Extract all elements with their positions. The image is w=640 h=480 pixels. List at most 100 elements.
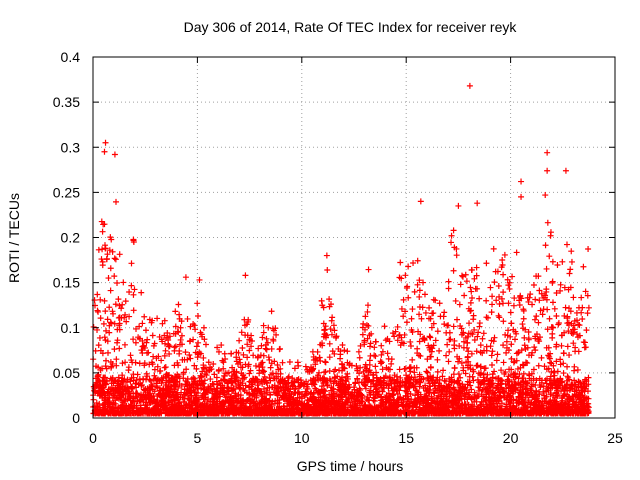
data-point-3263	[482, 365, 489, 372]
data-point-3178	[196, 349, 203, 356]
data-point-4894	[466, 409, 473, 416]
data-point-191	[452, 297, 459, 304]
data-point-3142	[519, 321, 526, 328]
data-point-4540	[236, 408, 243, 415]
data-point-3688	[133, 325, 139, 332]
data-point-4564	[264, 385, 271, 392]
data-point-2153	[396, 332, 403, 339]
data-point-1539	[544, 326, 551, 333]
data-point-3308	[133, 402, 140, 409]
data-point-1936	[571, 367, 578, 374]
data-point-1612	[91, 297, 98, 304]
data-point-2445	[202, 364, 209, 371]
data-point-1958	[407, 338, 414, 345]
data-point-4350	[363, 396, 370, 403]
data-point-780	[366, 343, 373, 350]
data-point-3408	[115, 314, 122, 321]
data-point-4798	[99, 394, 106, 401]
data-point-2224	[171, 347, 178, 354]
data-point-4418	[154, 384, 161, 391]
data-point-3205	[161, 352, 168, 359]
data-point-3442	[517, 364, 524, 371]
data-point-3765	[114, 339, 121, 346]
data-point-4745	[225, 408, 232, 415]
data-point-794	[172, 343, 179, 350]
data-point-4746	[93, 403, 100, 410]
data-point-835	[495, 282, 502, 289]
data-point-3179	[314, 374, 321, 381]
data-point-3696	[182, 349, 189, 356]
data-point-4805	[140, 376, 147, 383]
data-point-938	[362, 313, 369, 320]
data-point-4773	[113, 387, 120, 394]
data-point-1833	[151, 366, 158, 373]
data-point-3090	[490, 245, 497, 252]
data-point-783	[455, 358, 462, 365]
data-point-3646	[175, 362, 182, 369]
data-point-4098	[334, 391, 341, 398]
data-point-8	[554, 261, 561, 268]
data-point-41	[103, 357, 109, 364]
data-point-4641	[94, 389, 101, 396]
data-point-4924	[451, 395, 458, 402]
data-point-4467	[108, 376, 115, 383]
data-point-3740	[370, 371, 377, 378]
data-point-2180	[166, 350, 173, 357]
data-point-3766	[510, 302, 517, 309]
data-point-1152	[246, 347, 253, 354]
data-point-4118	[342, 390, 349, 397]
data-point-2135	[403, 319, 410, 326]
data-point-4814	[557, 375, 564, 382]
data-point-4760	[567, 408, 574, 415]
data-point-4662	[107, 375, 114, 382]
data-point-1284	[128, 282, 135, 289]
data-point-2352	[467, 307, 474, 314]
data-point-4785	[347, 391, 354, 398]
data-point-1751	[533, 313, 540, 320]
data-point-1697	[150, 353, 157, 360]
data-point-1558	[146, 361, 153, 368]
data-point-1935	[228, 350, 235, 357]
data-point-4390	[540, 383, 547, 390]
data-point-4685	[559, 394, 566, 401]
data-point-2757	[221, 350, 228, 357]
data-point-2697	[341, 365, 348, 372]
data-point-4850	[578, 398, 585, 405]
data-point-4874	[275, 407, 282, 414]
data-point-310	[450, 227, 457, 234]
data-point-2744	[427, 364, 434, 371]
data-point-2149	[531, 316, 538, 323]
data-point-1162	[400, 313, 407, 320]
data-point-4937	[217, 388, 224, 395]
data-point-1012	[402, 272, 409, 279]
data-point-2176	[580, 263, 587, 270]
data-point-4943	[144, 408, 151, 415]
data-point-3238	[201, 370, 208, 377]
data-point-4882	[200, 390, 207, 397]
data-point-25	[530, 281, 537, 288]
data-point-1202	[178, 332, 185, 339]
data-point-1890	[277, 370, 284, 377]
data-point-2703	[355, 348, 362, 355]
data-point-3532	[553, 341, 560, 348]
data-point-354	[250, 352, 257, 359]
data-point-4772	[291, 386, 298, 393]
data-point-4879	[326, 391, 333, 398]
data-point-4763	[502, 381, 509, 388]
data-point-4303	[289, 375, 296, 382]
data-point-1374	[555, 321, 562, 328]
data-point-4571	[543, 387, 550, 394]
data-point-4136	[270, 389, 277, 396]
data-point-1791	[416, 304, 423, 311]
data-point-2870	[536, 287, 543, 294]
data-point-1348	[488, 361, 495, 368]
data-point-1772	[499, 262, 506, 269]
data-point-3186	[508, 320, 515, 327]
data-point-682	[416, 293, 423, 300]
data-point-2181	[126, 289, 133, 296]
data-point-4952	[457, 383, 464, 390]
data-point-2068	[427, 315, 434, 322]
data-point-993	[127, 352, 134, 359]
data-point-4800	[404, 395, 411, 402]
data-point-4344	[477, 402, 484, 409]
